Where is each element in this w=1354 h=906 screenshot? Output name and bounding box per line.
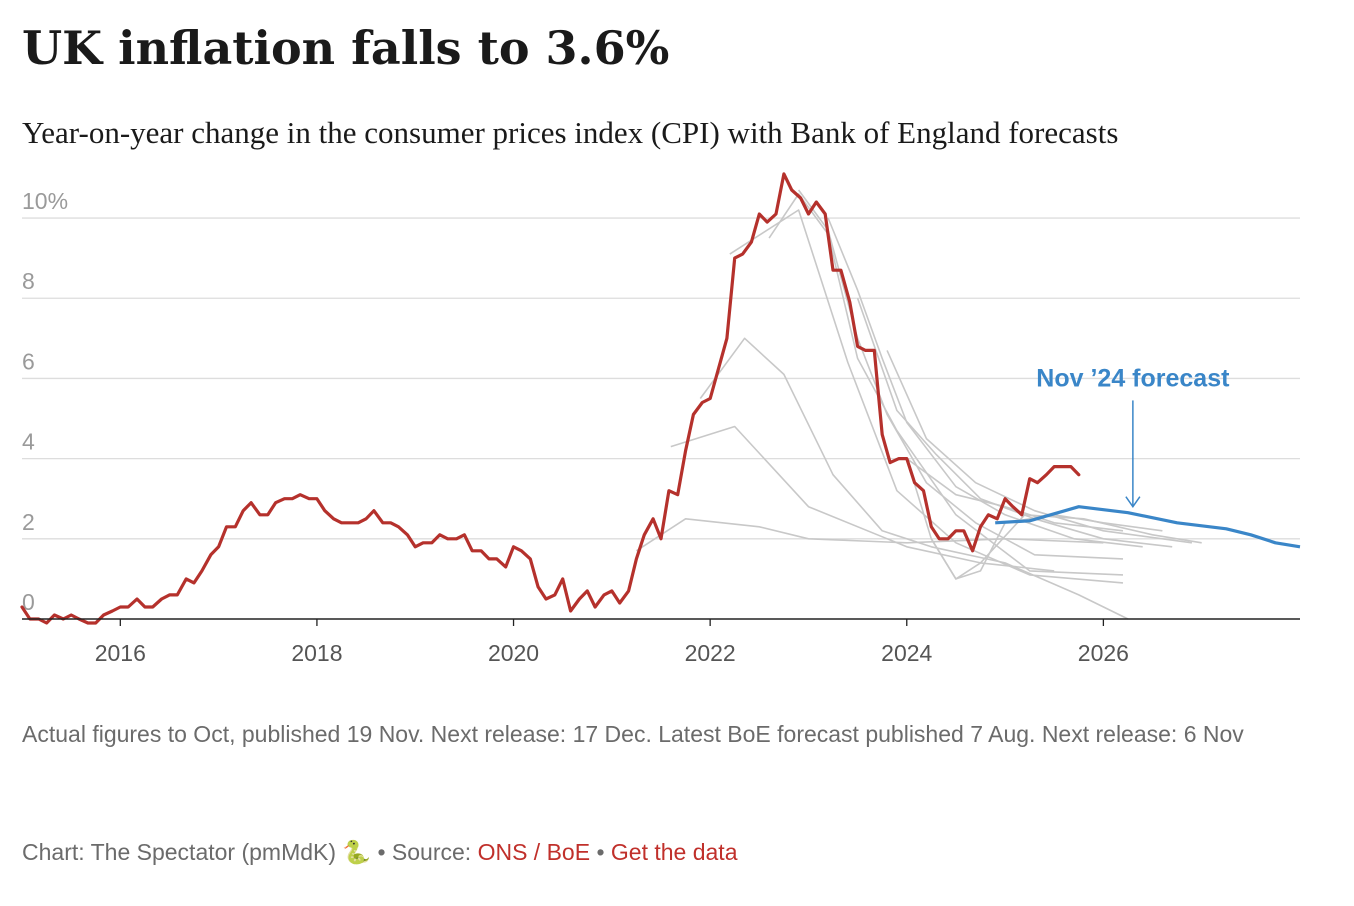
y-tick-label-0: 0 [22,589,35,615]
past-forecast-line-12 [930,514,1202,580]
past-forecast-line-2 [670,425,1055,572]
snake-icon: 🐍 [342,839,372,865]
latest-forecast-line [995,505,1301,549]
past-forecast-line-3 [699,337,1129,620]
chart-notes: Actual figures to Oct, published 19 Nov.… [22,721,1244,747]
gridlines [22,217,1300,540]
past-forecast-line-4 [729,209,1124,584]
y-tick-label-8: 8 [22,268,35,294]
chart-title: UK inflation falls to 3.6% [22,21,670,75]
y-axis: 0 2 4 6 8 10% [22,188,68,615]
past-forecast-line-9 [886,350,1193,544]
y-tick-label-2: 2 [22,509,35,535]
x-tick-label-2022: 2022 [685,640,736,666]
source-label: Source: [391,839,472,865]
past-forecasts [635,189,1202,620]
x-tick-label-2016: 2016 [95,640,146,666]
forecast-annotation-arrow-head [1125,496,1141,509]
past-forecast-line-1 [635,518,1104,552]
chart-footer: Chart: The Spectator (pmMdK) 🐍 • Source:… [22,834,737,870]
cpi-line-chart: 0 2 4 6 8 10% 2016 2018 2020 2022 2024 2026 Nov ’2… [20,172,1301,666]
chart-credit: Chart: The Spectator (pmMdK) [22,839,337,865]
past-forecast-line-7 [827,217,1143,548]
past-forecast-line-8 [856,297,1173,548]
latest-forecast [995,505,1301,549]
annotations: Nov ’24 forecast [1036,364,1230,509]
get-data-link[interactable]: Get the data [610,839,738,865]
footer-separator-2: • [596,839,605,865]
actual-cpi [20,172,1081,625]
forecast-annotation-label: Nov ’24 forecast [1036,364,1230,392]
actual-cpi-line [20,172,1081,625]
y-tick-label-4: 4 [22,429,35,455]
source-link[interactable]: ONS / BoE [477,839,591,865]
past-forecast-line-10 [906,457,1124,532]
y-tick-label-6: 6 [22,348,35,374]
footer-separator: • [377,839,386,865]
x-tick-label-2018: 2018 [291,640,342,666]
x-tick-label-2026: 2026 [1078,640,1129,666]
x-tick-label-2020: 2020 [488,640,539,666]
x-tick-label-2024: 2024 [881,640,932,666]
y-tick-label-10: 10% [22,188,68,214]
x-axis: 2016 2018 2020 2022 2024 2026 [22,618,1300,666]
chart-subtitle: Year-on-year change in the consumer pric… [22,115,1119,150]
past-forecast-line-6 [797,189,1124,560]
